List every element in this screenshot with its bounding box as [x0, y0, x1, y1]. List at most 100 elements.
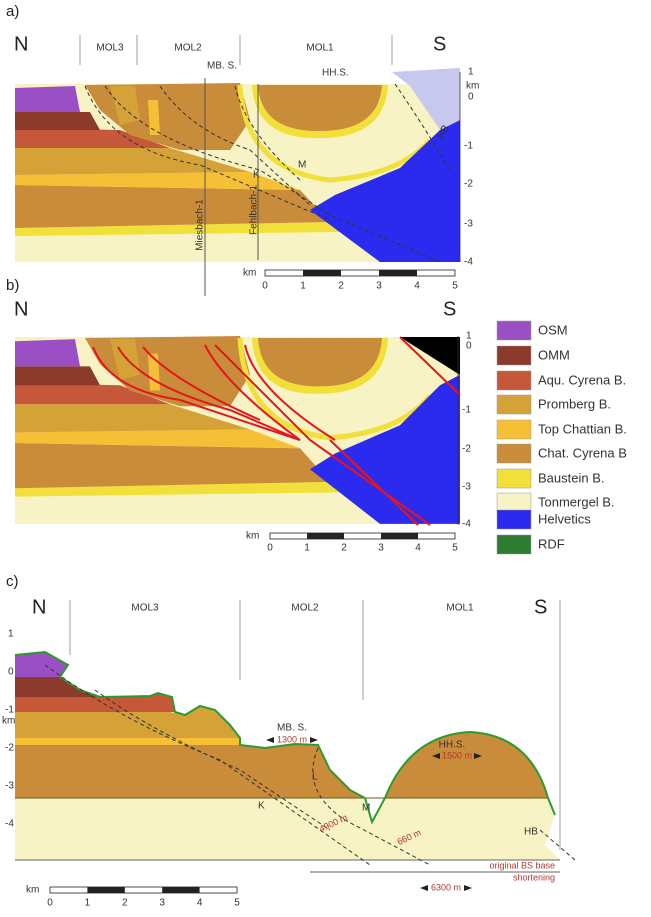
depth-tick: -3 [462, 482, 471, 493]
fault-shape [204, 344, 301, 441]
rect-shape [307, 533, 344, 539]
top-shape [496, 419, 532, 440]
annotation: M [298, 160, 306, 171]
legend-label: Baustein B. [538, 470, 605, 485]
rect-shape [381, 533, 418, 539]
fault-shape [244, 344, 336, 441]
legend-label: OSM [538, 322, 568, 337]
annotation: HH.S. [439, 740, 466, 751]
chat-shape [15, 744, 365, 798]
rect-shape [49, 886, 238, 894]
south-label: S [443, 298, 456, 320]
ton-shape [15, 798, 560, 860]
aqu-shape [496, 370, 532, 391]
annotation: K [258, 801, 265, 812]
scale-tick: 1 [300, 281, 306, 292]
aqu-shape [15, 693, 175, 712]
legend-label: Chat. Cyrena B [538, 445, 627, 460]
depth-tick: 1 [466, 331, 472, 342]
bau-shape [496, 468, 532, 489]
north-label: N [14, 33, 28, 55]
rdf-overlay [392, 68, 460, 130]
chat-shape [496, 443, 532, 464]
south-label: S [433, 33, 446, 55]
depth-tick: -1 [462, 405, 471, 416]
fault-shape [92, 346, 301, 441]
osm-shape [15, 652, 68, 677]
fault-shape [142, 346, 261, 421]
annotation: L [312, 772, 318, 783]
north-label: N [14, 298, 28, 320]
annotation: original BS base [489, 860, 555, 870]
unit-label: MOL1 [446, 603, 474, 614]
dash-shape [104, 85, 441, 263]
depth-tick: 1 [468, 67, 474, 78]
dash-shape [94, 689, 331, 831]
legend-label: Tonmergel B. [538, 494, 615, 509]
scale-tick: 1 [85, 898, 91, 909]
rect-shape [303, 270, 341, 276]
legend-label: Aqu. Cyrena B. [538, 372, 626, 387]
scale-tick: 4 [197, 898, 203, 909]
legend-label: Helvetics [538, 511, 591, 526]
well-label: Fehlbach-1 [249, 185, 260, 235]
hel-shape [496, 509, 532, 530]
depth-tick: -3 [464, 219, 473, 230]
scale-tick: 2 [341, 543, 347, 554]
annotation: M [362, 803, 370, 814]
top-shape [15, 738, 240, 745]
annotation: HH.S. [322, 68, 349, 79]
depth-tick: -3 [5, 781, 14, 792]
rect-shape [264, 269, 456, 277]
scale-tick: 1 [304, 543, 310, 554]
rdf-shape [496, 534, 532, 555]
legend-label: Top Chattian B. [538, 421, 627, 436]
osm-shape [496, 320, 532, 341]
dash-shape [159, 85, 311, 206]
scale-tick: 2 [122, 898, 128, 909]
pro-shape [15, 706, 240, 738]
unit-label: MOL2 [174, 43, 202, 54]
well-label: Miesbach-1 [195, 199, 206, 251]
depth-unit: km [2, 716, 15, 727]
surface-line [14, 650, 556, 825]
depth-tick: 0 [8, 667, 14, 678]
depth-unit: km [466, 81, 479, 92]
depth-tick: -1 [5, 705, 14, 716]
north-label: N [32, 596, 46, 618]
scale-tick: 5 [234, 898, 240, 909]
depth-tick: 1 [8, 629, 14, 640]
scale-tick: 4 [415, 543, 421, 554]
south-label: S [534, 596, 547, 618]
rdf-block [400, 337, 460, 375]
chat-shape [385, 732, 548, 798]
annotation: MB. S. [277, 723, 307, 734]
dash-shape [234, 85, 301, 181]
scale-unit: km [243, 268, 256, 279]
dash-shape [539, 829, 576, 861]
fault-shape [117, 346, 301, 441]
scale-tick: 0 [267, 543, 273, 554]
ton-shape [496, 492, 532, 513]
scale-tick: 0 [47, 898, 53, 909]
annotation: shortening [513, 872, 555, 882]
dash-shape [84, 85, 331, 221]
fault-shape [329, 439, 419, 526]
scale-tick: 0 [262, 281, 268, 292]
depth-tick: 0 [468, 92, 474, 103]
depth-tick: -4 [462, 519, 471, 530]
annotation: K [253, 170, 260, 181]
unit-label: MOL2 [291, 603, 319, 614]
depth-tick: 0 [466, 341, 472, 352]
omm-shape [15, 677, 100, 697]
rect-shape [269, 532, 456, 540]
rect-shape [87, 887, 125, 893]
scale-tick: 3 [376, 281, 382, 292]
legend-label: Promberg B. [538, 396, 611, 411]
scale-bar: km 0 1 2 3 4 5 [243, 268, 458, 292]
fault-shape [399, 336, 461, 396]
scale-tick: 3 [378, 543, 384, 554]
panel-a: a) N S MOL3 MOL2 MOL1 MB. S. HH.S. HB M … [6, 3, 479, 296]
scale-tick: 3 [159, 898, 165, 909]
